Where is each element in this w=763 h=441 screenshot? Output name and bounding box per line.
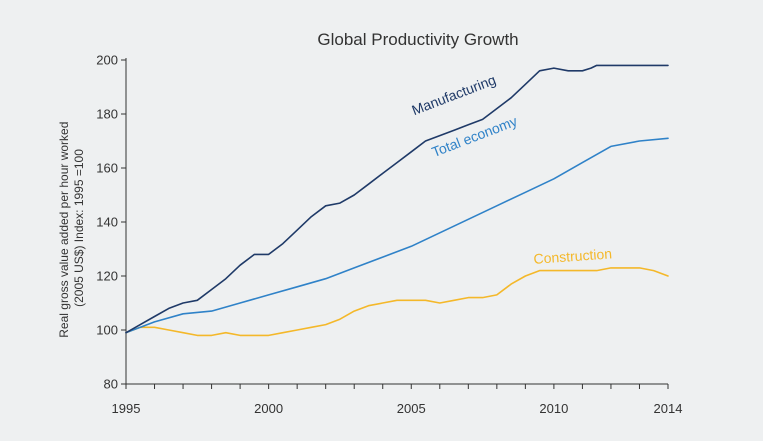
- y-tick-label: 160: [96, 161, 118, 176]
- y-axis-title: Real gross value added per hour worked (…: [57, 118, 86, 337]
- y-axis-title-line1: Real gross value added per hour worked: [57, 122, 71, 338]
- series-label-total-economy: Total economy: [429, 113, 519, 160]
- y-tick-label: 80: [104, 377, 118, 392]
- x-tick-label: 2014: [654, 401, 683, 416]
- x-tick-label: 2000: [254, 401, 283, 416]
- y-tick-label: 140: [96, 215, 118, 230]
- y-tick-label: 180: [96, 107, 118, 122]
- x-tick-label: 1995: [112, 401, 141, 416]
- y-tick-label: 100: [96, 323, 118, 338]
- series-lines: [125, 64, 669, 337]
- x-tick-label: 2005: [397, 401, 426, 416]
- axes: 80 100 120 140 160 180 200 1995 2000 2005 2010 2014: [96, 53, 682, 417]
- x-tick-label: 2010: [539, 401, 568, 416]
- series-line-manufacturing: [125, 64, 669, 334]
- series-line-total-economy: [125, 137, 669, 334]
- series-label-construction: Construction: [533, 245, 613, 266]
- y-tick-label: 120: [96, 269, 118, 284]
- y-tick-label: 200: [96, 53, 118, 68]
- series-label-manufacturing: Manufacturing: [409, 71, 498, 118]
- y-axis-title-line2: (2005 US$) Index: 1995 =100: [72, 149, 86, 307]
- chart-title: Global Productivity Growth: [317, 30, 518, 49]
- series-line-construction: [125, 267, 669, 337]
